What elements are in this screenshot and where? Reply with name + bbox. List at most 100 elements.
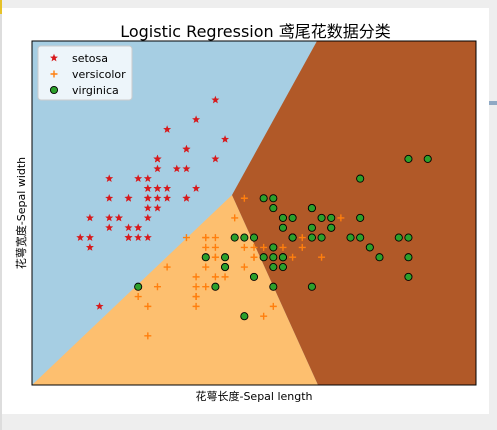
setosa-point [124,194,133,202]
virginica-point [356,233,365,242]
versicolor-point [202,263,210,271]
setosa-point [192,184,201,192]
versicolor-point [298,234,306,242]
versicolor-point [202,283,210,291]
x-axis-label: 花萼长度-Sepal length [195,390,313,403]
versicolor-point [279,243,287,251]
setosa-point [153,154,162,163]
versicolor-point [163,263,171,271]
virginica-point [404,154,413,163]
setosa-point [153,194,162,202]
virginica-point [269,204,278,213]
virginica-point [423,154,432,163]
setosa-point [95,302,104,310]
setosa-point [105,174,114,182]
setosa-point [143,233,152,241]
setosa-point [163,184,172,192]
window-edge-marker [0,0,2,14]
chart-title: Logistic Regression 鸢尾花数据分类 [120,22,391,41]
versicolor-point [260,243,268,251]
legend-label-virginica: virginica [72,84,119,97]
virginica-point [356,213,365,222]
virginica-point [404,272,413,281]
setosa-point [182,144,191,153]
setosa-point [143,174,152,182]
legend-marker-setosa [50,53,58,62]
virginica-point [288,233,297,242]
setosa-point [124,233,133,241]
setosa-point [85,243,94,251]
plot-frame [31,40,477,386]
virginica-point [249,272,259,281]
virginica-point [404,233,413,242]
virginica-point [317,233,326,242]
points-layer [76,95,432,340]
setosa-point [182,164,191,173]
versicolor-point [134,293,142,301]
versicolor-point [192,293,200,301]
setosa-point [143,184,152,192]
virginica-point [220,253,230,262]
versicolor-point [240,194,248,202]
versicolor-point [153,283,161,291]
versicolor-point [318,253,326,261]
setosa-point [143,213,152,222]
virginica-point [269,253,278,262]
virginica-point [259,253,268,262]
region-virginica [232,41,476,385]
virginica-point [240,312,249,321]
virginica-point [307,233,316,242]
virginica-point [288,213,297,222]
virginica-point [230,233,239,242]
setosa-point [172,164,181,173]
virginica-point [269,263,278,272]
virginica-point [317,213,326,222]
legend-label-versicolor: versicolor [72,68,126,81]
versicolor-point [211,253,219,261]
versicolor-point [289,253,297,261]
virginica-point [375,253,384,262]
virginica-point [327,213,336,222]
versicolor-point [192,302,200,310]
setosa-point [182,194,191,202]
versicolor-point [240,263,248,271]
setosa-point [163,194,172,202]
versicolor-point [202,234,210,242]
versicolor-point [269,302,277,310]
region-versicolor [32,195,318,385]
virginica-point [201,253,210,262]
setosa-point [143,203,152,212]
virginica-point [346,233,355,242]
virginica-point [307,223,316,232]
legend-label-setosa: setosa [72,52,108,65]
setosa-point [163,125,172,133]
setosa-point [153,164,162,173]
virginica-point [307,282,316,291]
versicolor-point [144,302,152,310]
versicolor-point [211,243,219,251]
setosa-point [124,223,133,232]
setosa-point [221,135,230,143]
virginica-point [278,223,288,232]
setosa-point [85,213,94,222]
setosa-point [143,194,152,202]
setosa-point [153,203,162,212]
setosa-point [211,95,220,104]
setosa-point [105,213,114,222]
versicolor-point [182,234,190,242]
versicolor-point [211,273,219,281]
versicolor-point [202,243,210,251]
virginica-point [220,263,230,272]
virginica-point [307,204,316,213]
setosa-point [134,233,143,241]
virginica-point [394,233,403,242]
virginica-point [240,233,249,242]
setosa-point [114,213,123,222]
virginica-point [278,263,288,272]
virginica-point [278,213,288,222]
versicolor-point [221,273,229,281]
versicolor-point [260,312,268,320]
window-edge [0,0,2,430]
virginica-point [356,174,365,183]
